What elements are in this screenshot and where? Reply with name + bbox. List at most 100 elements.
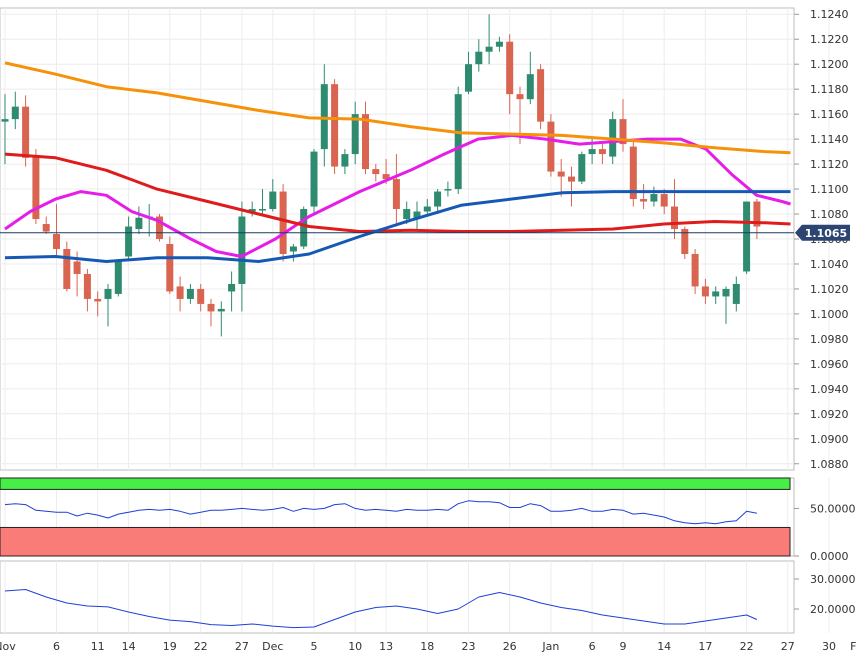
candle-body bbox=[732, 283, 740, 304]
y-tick-label: 1.1120 bbox=[810, 158, 849, 171]
candle bbox=[444, 181, 452, 197]
candle bbox=[351, 101, 359, 165]
x-tick-label: 6 bbox=[53, 640, 60, 653]
y-tick-label: 1.0900 bbox=[810, 433, 849, 446]
candle-body bbox=[753, 201, 761, 227]
candle-body bbox=[259, 209, 266, 211]
y-tick-label: 1.1080 bbox=[810, 208, 849, 221]
candle-body bbox=[660, 194, 668, 207]
candle-body bbox=[166, 243, 174, 292]
candle-body bbox=[104, 288, 112, 299]
candle-body bbox=[125, 226, 133, 257]
candle-body bbox=[526, 74, 534, 100]
candle-body bbox=[434, 191, 442, 207]
candle bbox=[681, 226, 689, 259]
candle bbox=[269, 179, 277, 212]
candle bbox=[125, 216, 133, 259]
candle-body bbox=[32, 156, 40, 220]
candle-body bbox=[94, 298, 102, 302]
y-tick-label: 1.1160 bbox=[810, 108, 849, 121]
candle-body bbox=[53, 234, 60, 249]
y-tick-label: 1.0980 bbox=[810, 333, 849, 346]
candle bbox=[176, 276, 184, 312]
candle-body bbox=[392, 179, 400, 210]
candle bbox=[217, 301, 225, 337]
candle-body bbox=[475, 51, 483, 65]
candle-body bbox=[341, 154, 349, 167]
x-tick-label: 18 bbox=[420, 640, 434, 653]
candle bbox=[701, 278, 709, 304]
candle bbox=[423, 199, 431, 215]
candle-body bbox=[135, 217, 143, 230]
candle bbox=[712, 286, 720, 304]
candle-body bbox=[506, 41, 514, 95]
candle-body bbox=[289, 246, 297, 252]
candle bbox=[53, 204, 60, 257]
adx-y-tick-label: 20.0000 bbox=[810, 603, 856, 616]
candle bbox=[671, 179, 678, 239]
candle-body bbox=[279, 191, 287, 254]
candle-body bbox=[537, 69, 545, 122]
adx-y-tick-label: 30.0000 bbox=[810, 573, 856, 586]
candle bbox=[526, 51, 534, 105]
y-tick-label: 1.0920 bbox=[810, 408, 849, 421]
candle bbox=[722, 286, 730, 324]
candle bbox=[83, 268, 91, 312]
candle bbox=[568, 166, 575, 207]
candle bbox=[691, 248, 699, 294]
x-tick-label: 27 bbox=[235, 640, 249, 653]
y-tick-label: 1.1040 bbox=[810, 258, 849, 271]
candle-body bbox=[176, 286, 184, 299]
candle-body bbox=[413, 211, 421, 220]
candle-body bbox=[568, 176, 575, 182]
candle bbox=[485, 14, 493, 65]
x-tick-label: 17 bbox=[698, 640, 712, 653]
candle bbox=[392, 154, 400, 227]
x-tick-label: Feb bbox=[850, 640, 856, 653]
oscillator-band-1 bbox=[0, 477, 791, 490]
candle bbox=[32, 149, 40, 225]
candle bbox=[537, 64, 545, 130]
candle bbox=[94, 291, 102, 317]
candle-body bbox=[331, 84, 339, 167]
candle bbox=[495, 36, 503, 52]
candle-body bbox=[465, 64, 472, 92]
candle bbox=[557, 159, 565, 197]
candle bbox=[475, 39, 483, 72]
x-tick-label: 23 bbox=[462, 640, 476, 653]
candle bbox=[300, 206, 308, 249]
candle-body bbox=[186, 288, 194, 299]
candle-body bbox=[207, 303, 215, 312]
candle bbox=[732, 276, 740, 312]
candle bbox=[259, 189, 266, 215]
x-tick-label: Jan bbox=[541, 640, 559, 653]
candle bbox=[228, 271, 236, 312]
candle-body bbox=[619, 119, 627, 145]
candle-body bbox=[382, 174, 390, 180]
candle bbox=[362, 101, 369, 175]
x-tick-label: 30 bbox=[822, 640, 836, 653]
oscillator-line bbox=[4, 500, 757, 525]
x-tick-label: 13 bbox=[379, 640, 393, 653]
candle-body bbox=[156, 216, 163, 239]
x-tick-label: 27 bbox=[781, 640, 795, 653]
candle bbox=[104, 283, 112, 327]
candle bbox=[320, 64, 328, 167]
candle-body bbox=[495, 41, 503, 47]
moving-average-line-4 bbox=[4, 61, 791, 155]
candle-body bbox=[63, 248, 71, 289]
candle bbox=[279, 184, 287, 262]
candle-body bbox=[743, 201, 751, 272]
y-tick-label: 1.0940 bbox=[810, 383, 849, 396]
candle-body bbox=[629, 146, 637, 200]
candle bbox=[506, 34, 514, 115]
oscillator-y-tick-label: 0.0000 bbox=[810, 550, 849, 563]
candle bbox=[660, 189, 668, 215]
current-price-badge bbox=[802, 224, 850, 241]
candle bbox=[186, 283, 194, 304]
candle bbox=[434, 189, 442, 215]
y-tick-label: 1.1140 bbox=[810, 133, 849, 146]
candle-body bbox=[640, 199, 648, 202]
